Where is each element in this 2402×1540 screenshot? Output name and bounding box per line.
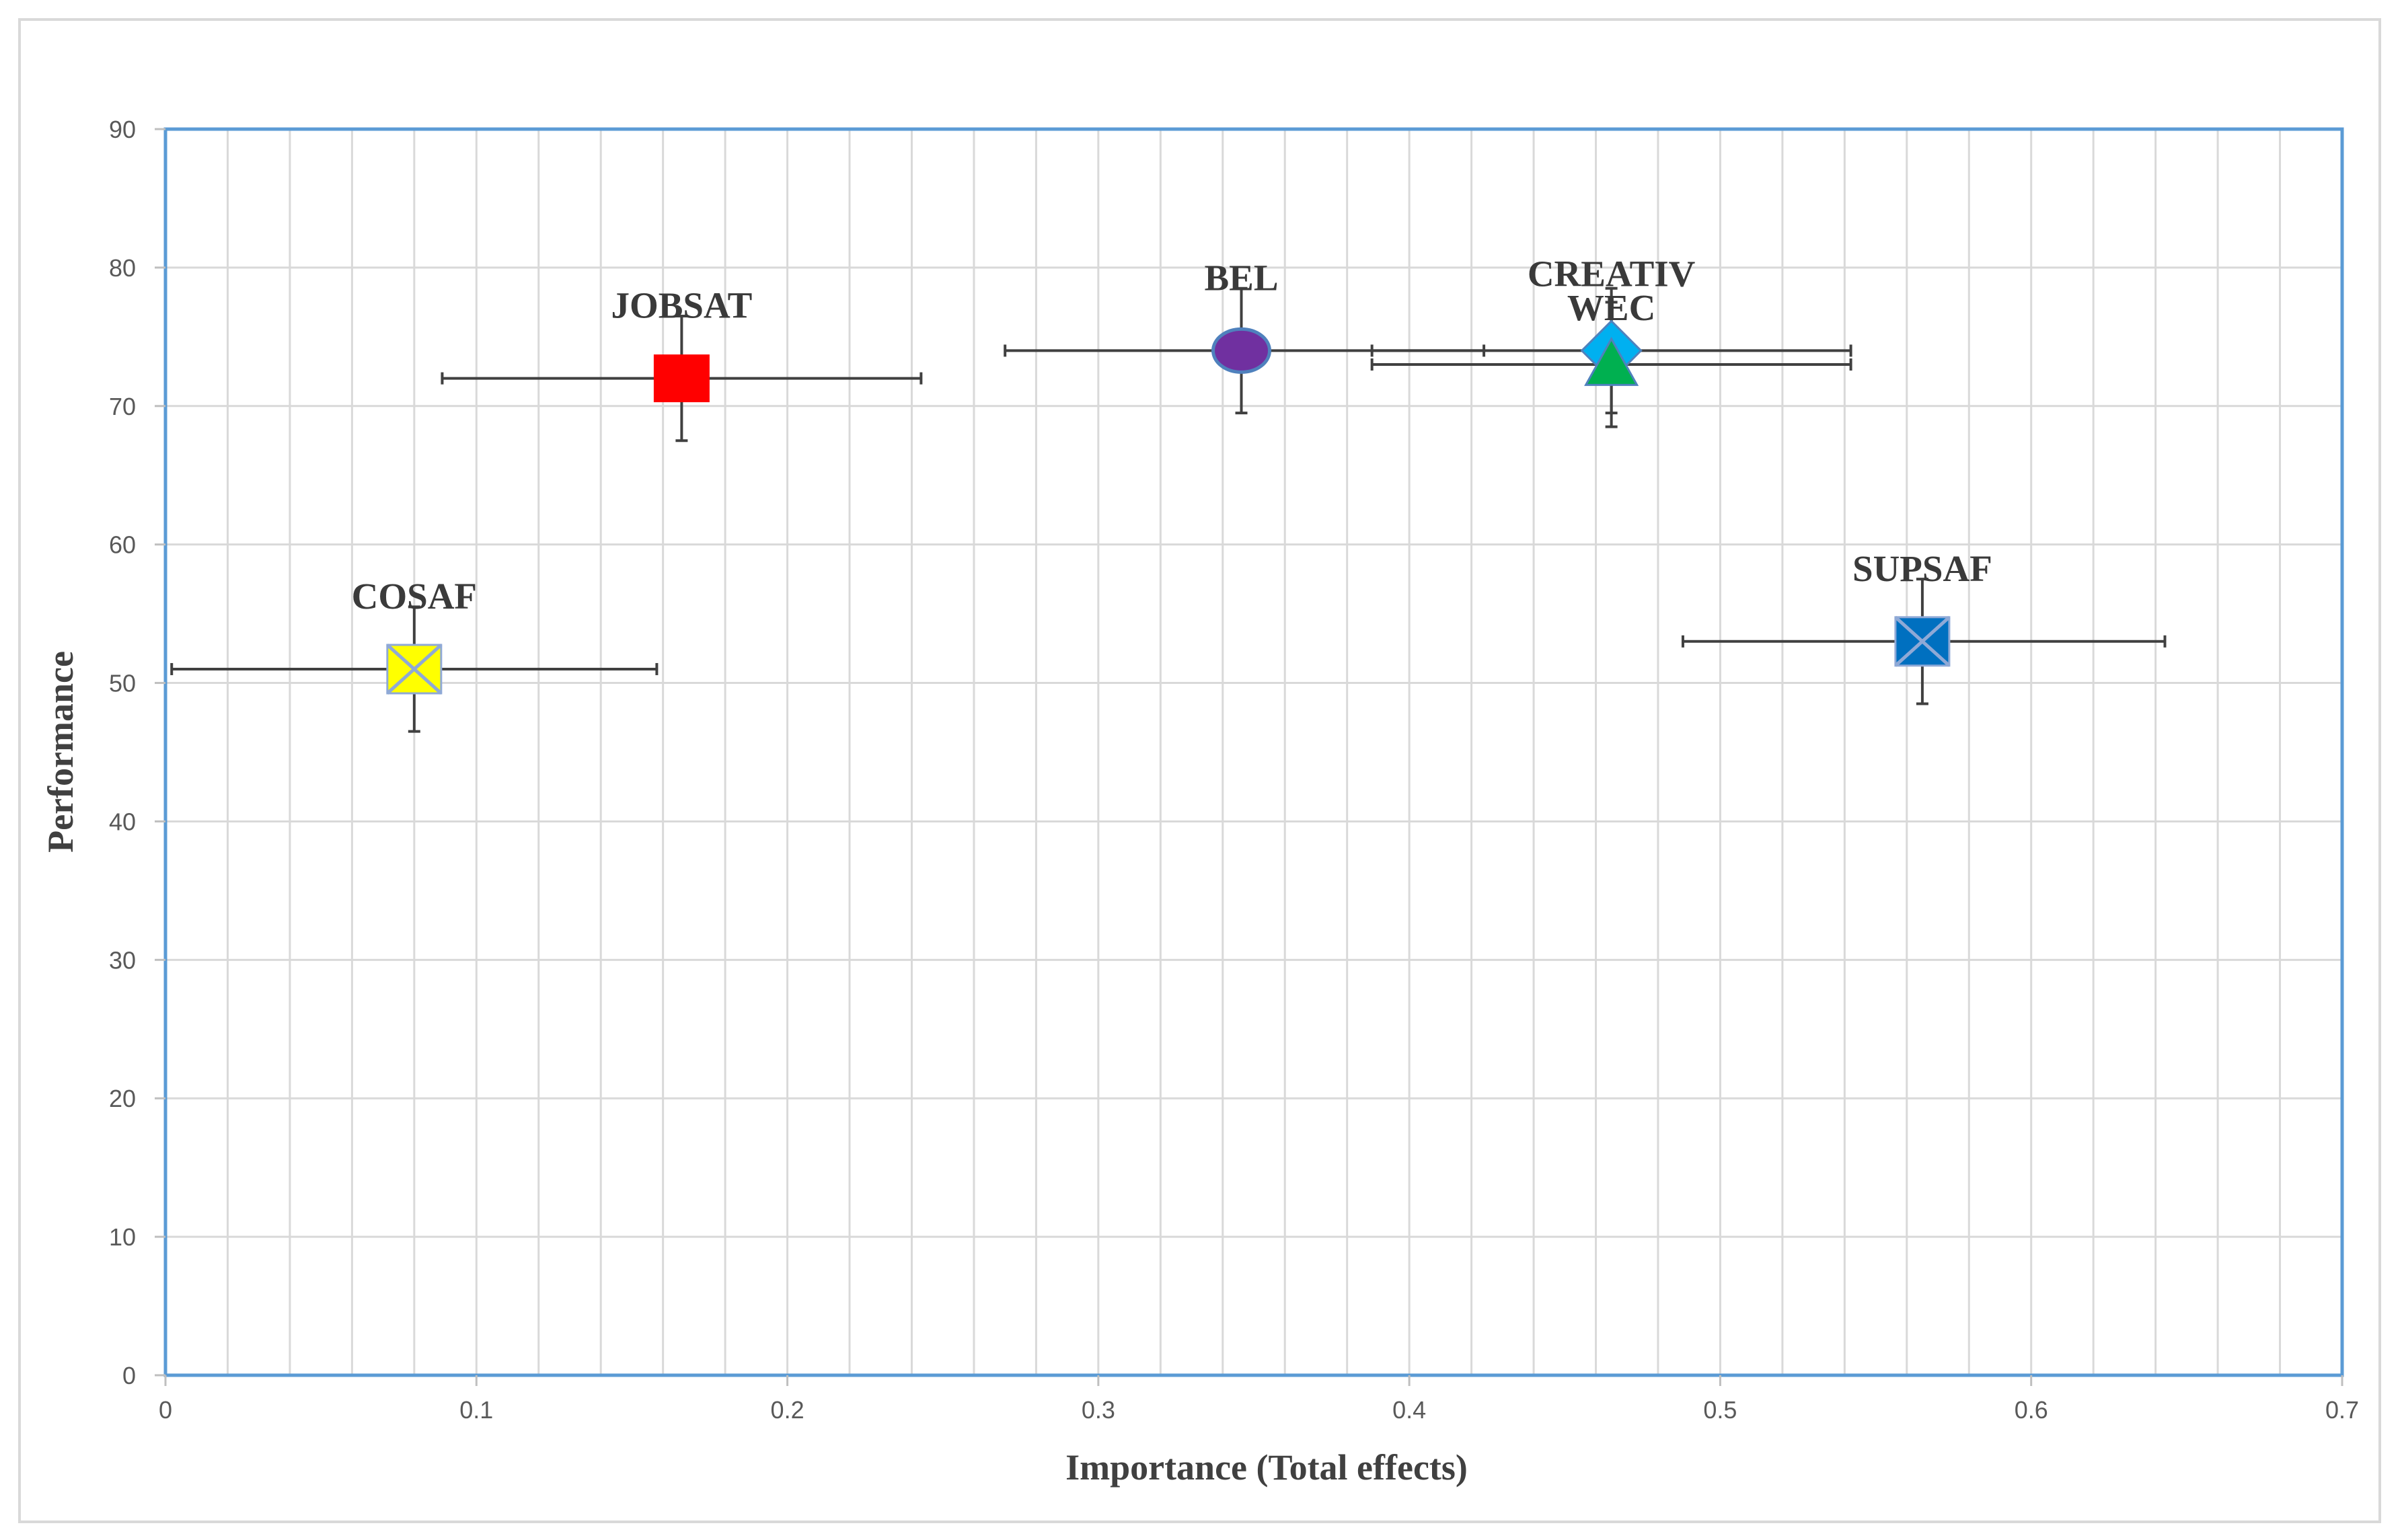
marker-circle-bel: [1211, 327, 1272, 374]
y-tick-label: 40: [109, 808, 136, 835]
marker-square-jobsat: [653, 354, 710, 403]
point-bel: [1211, 327, 1272, 374]
point-wec: [1584, 336, 1639, 386]
x-tick-label: 0.4: [1392, 1396, 1426, 1424]
x-tick-label: 0: [159, 1396, 172, 1424]
point-supsaf: [1894, 615, 1951, 667]
y-tick-label: 60: [109, 531, 136, 559]
marker-x-cosaf: [386, 644, 443, 695]
x-tick-label: 0.1: [459, 1396, 493, 1424]
x-tick-label: 0.2: [771, 1396, 804, 1424]
chart-frame: [18, 18, 2381, 1523]
y-tick-label: 10: [109, 1223, 136, 1251]
x-tick-label: 0.3: [1082, 1396, 1115, 1424]
point-jobsat: [653, 354, 710, 403]
x-tick-label: 0.5: [1703, 1396, 1737, 1424]
y-tick-label: 20: [109, 1085, 136, 1112]
point-cosaf: [386, 644, 443, 695]
x-tick-label: 0.7: [2325, 1396, 2359, 1424]
point-label-jobsat: JOBSAT: [611, 285, 752, 326]
y-axis-title: Performance: [40, 651, 81, 853]
grid-layer: [165, 129, 2342, 1375]
tick-labels: 0 10 20 30 40 50 60 70 80 90 0 0.1 0.2 0.3 0.4 0.5 0.6 0.…: [109, 116, 2359, 1424]
x-tick-label: 0.6: [2015, 1396, 2048, 1424]
point-label-wec: WEC: [1567, 287, 1655, 328]
point-label-cosaf: COSAF: [352, 576, 477, 617]
y-tick-label: 0: [122, 1362, 136, 1389]
y-tick-label: 90: [109, 116, 136, 143]
x-axis-title: Importance (Total effects): [1065, 1447, 1468, 1488]
data-points: [386, 319, 1951, 695]
y-tick-label: 80: [109, 254, 136, 282]
point-label-creativ: CREATIV: [1528, 253, 1696, 294]
plot-area-border: [163, 127, 2344, 1377]
point-label-bel: BEL: [1204, 257, 1278, 298]
y-tick-label: 70: [109, 393, 136, 420]
y-tick-label: 50: [109, 670, 136, 697]
y-tick-label: 30: [109, 946, 136, 974]
error-bars: [170, 286, 2167, 733]
marker-triangle-wec: [1584, 336, 1639, 386]
marker-x-supsaf: [1894, 615, 1951, 667]
point-label-supsaf: SUPSAF: [1852, 548, 1992, 589]
